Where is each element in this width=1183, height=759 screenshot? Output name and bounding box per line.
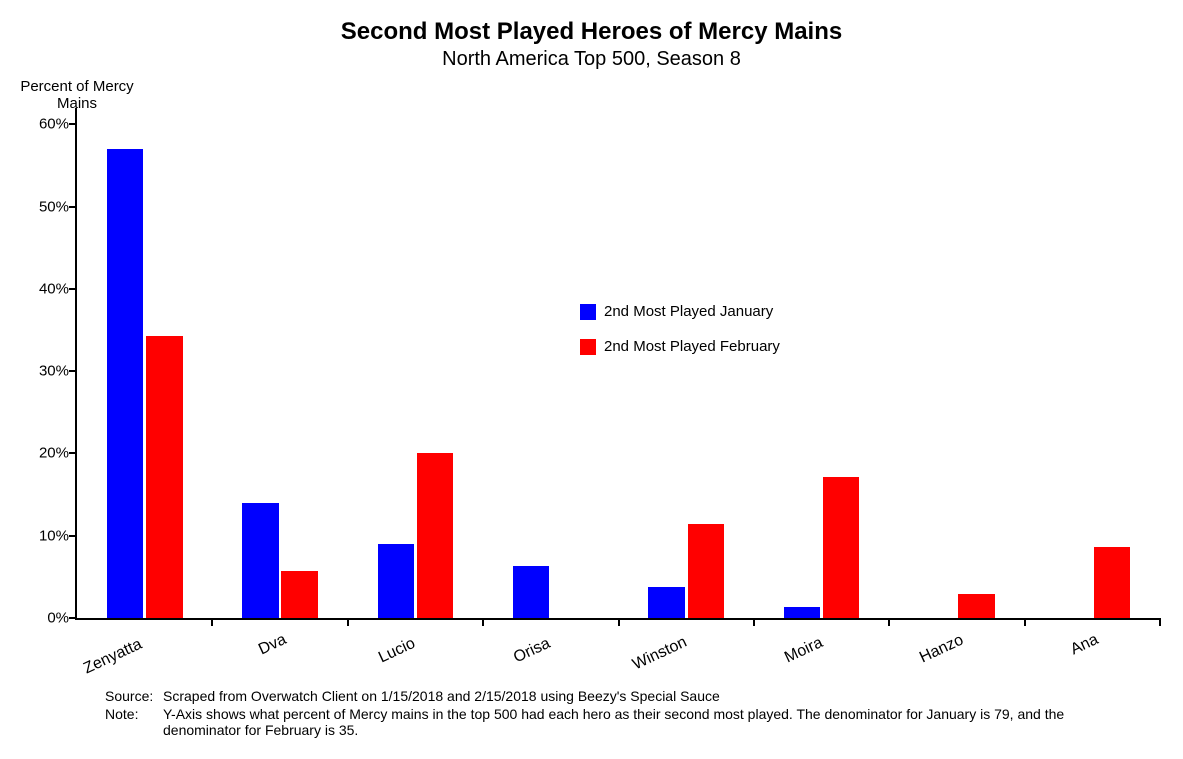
y-tick-label: 10% — [39, 527, 77, 544]
x-tick-mark — [211, 618, 213, 626]
footnote-text: Y-Axis shows what percent of Mercy mains… — [163, 706, 1143, 738]
chart-container: Second Most Played Heroes of Mercy Mains… — [0, 0, 1183, 759]
x-category-label: Orisa — [511, 634, 553, 666]
x-tick-mark — [482, 618, 484, 626]
bar — [648, 587, 685, 618]
y-tick-label: 0% — [47, 610, 77, 627]
footnote-row: Source:Scraped from Overwatch Client on … — [105, 688, 1155, 704]
legend-item: 2nd Most Played February — [580, 338, 780, 355]
y-tick-label: 20% — [39, 445, 77, 462]
x-category-label: Dva — [256, 631, 289, 659]
x-tick-mark — [753, 618, 755, 626]
legend: 2nd Most Played January 2nd Most Played F… — [580, 303, 780, 373]
bar — [784, 607, 821, 618]
bar — [823, 477, 860, 618]
footnote-label: Source: — [105, 688, 163, 704]
bar — [958, 594, 995, 618]
x-tick-mark — [888, 618, 890, 626]
bar — [417, 453, 454, 618]
bar — [281, 571, 318, 618]
legend-swatch — [580, 339, 596, 355]
bar — [146, 336, 183, 618]
bar — [378, 544, 415, 618]
x-tick-mark — [1024, 618, 1026, 626]
chart-subtitle: North America Top 500, Season 8 — [0, 48, 1183, 71]
footnote-row: Note:Y-Axis shows what percent of Mercy … — [105, 706, 1155, 738]
y-axis-title: Percent of Mercy Mains — [12, 78, 142, 112]
x-tick-mark — [347, 618, 349, 626]
x-tick-mark — [618, 618, 620, 626]
x-tick-mark — [1159, 618, 1161, 626]
bar — [242, 503, 279, 618]
y-tick-label: 30% — [39, 363, 77, 380]
y-tick-label: 60% — [39, 116, 77, 133]
y-tick-label: 50% — [39, 198, 77, 215]
x-category-label: Lucio — [376, 634, 418, 666]
bar — [688, 524, 725, 618]
bar — [513, 566, 550, 618]
footnotes: Source:Scraped from Overwatch Client on … — [105, 688, 1155, 740]
legend-swatch — [580, 304, 596, 320]
x-category-label: Winston — [630, 634, 690, 675]
footnote-label: Note: — [105, 706, 163, 722]
footnote-text: Scraped from Overwatch Client on 1/15/20… — [163, 688, 1143, 704]
legend-label: 2nd Most Played February — [604, 338, 780, 355]
legend-item: 2nd Most Played January — [580, 303, 780, 320]
bar — [107, 149, 144, 618]
x-category-label: Moira — [782, 634, 826, 667]
x-category-label: Zenyatta — [81, 635, 145, 678]
x-category-label: Ana — [1068, 631, 1101, 659]
bar — [1094, 547, 1131, 618]
y-tick-label: 40% — [39, 280, 77, 297]
legend-label: 2nd Most Played January — [604, 303, 773, 320]
x-category-label: Hanzo — [917, 631, 967, 667]
chart-title: Second Most Played Heroes of Mercy Mains — [0, 18, 1183, 46]
y-axis-title-line1: Percent of Mercy — [12, 78, 142, 95]
